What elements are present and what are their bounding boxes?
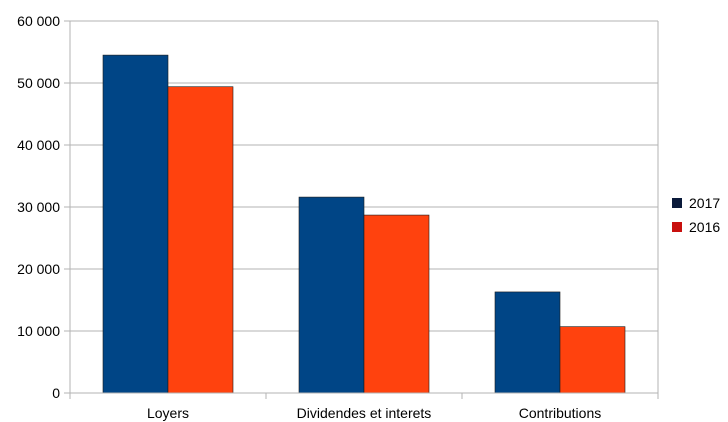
y-tick-label: 10 000	[17, 323, 60, 339]
bar-2017-1	[298, 196, 365, 394]
category-label: Loyers	[147, 405, 189, 421]
y-tick-label: 20 000	[17, 261, 60, 277]
bar-2016-1	[363, 214, 430, 394]
category-label: Contributions	[519, 405, 602, 421]
bar-2017-2	[494, 291, 561, 394]
bars	[102, 54, 626, 394]
y-tick-label: 0	[52, 385, 60, 401]
legend-label: 2017	[689, 195, 720, 211]
category-labels: Loyers Dividendes et interets Contribution…	[147, 405, 601, 421]
bar-2016-2	[559, 326, 626, 394]
category-label: Dividendes et interets	[297, 405, 432, 421]
y-tick-labels: 0 10 000 20 000 30 000 40 000 50 000 60 000	[17, 13, 60, 401]
legend-label: 2016	[689, 219, 720, 235]
y-tick-label: 30 000	[17, 199, 60, 215]
y-tick-label: 60 000	[17, 13, 60, 29]
axes	[64, 20, 659, 399]
legend-swatch-2016	[672, 222, 682, 232]
y-tick-label: 40 000	[17, 137, 60, 153]
legend-swatch-2017	[672, 198, 682, 208]
legend: 2017 2016	[672, 195, 720, 235]
bar-2017-0	[102, 54, 169, 394]
y-tick-label: 50 000	[17, 75, 60, 91]
bar-2016-0	[167, 86, 234, 394]
